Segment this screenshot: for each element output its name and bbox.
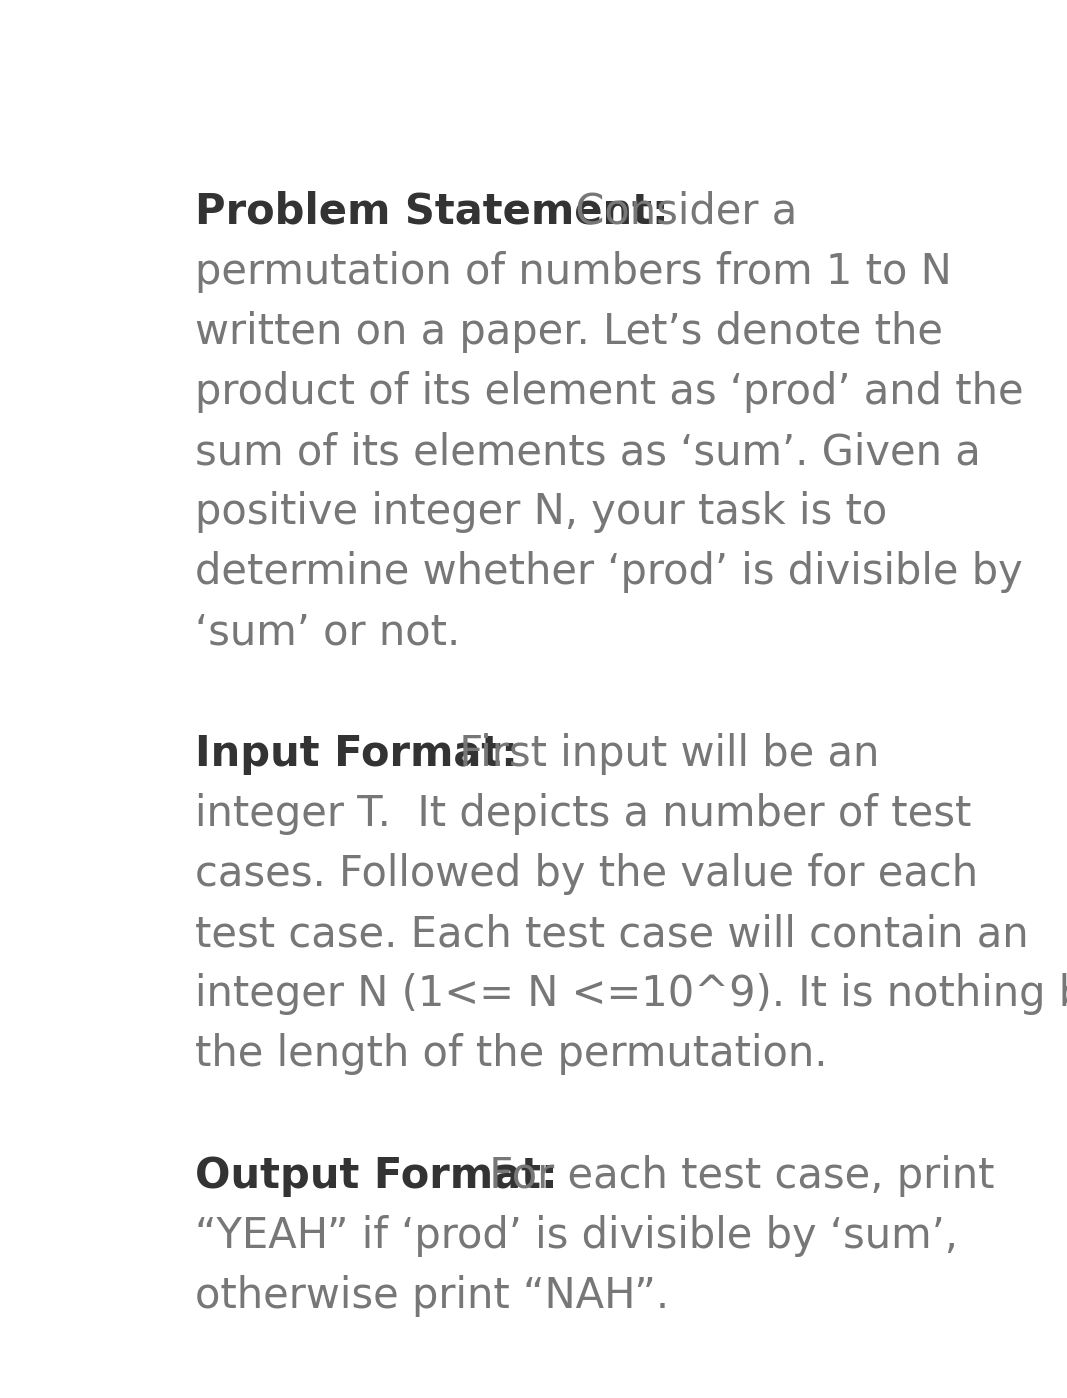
Text: test case. Each test case will contain an: test case. Each test case will contain a… (195, 913, 1029, 955)
Text: For each test case, print: For each test case, print (476, 1155, 994, 1197)
Text: cases. Followed by the value for each: cases. Followed by the value for each (195, 853, 978, 895)
Text: otherwise print “NAH”.: otherwise print “NAH”. (195, 1275, 669, 1317)
Text: positive integer N, your task is to: positive integer N, your task is to (195, 491, 888, 533)
Text: written on a paper. Let’s denote the: written on a paper. Let’s denote the (195, 310, 943, 352)
Text: sum of its elements as ‘sum’. Given a: sum of its elements as ‘sum’. Given a (195, 431, 982, 473)
Text: determine whether ‘prod’ is divisible by: determine whether ‘prod’ is divisible by (195, 551, 1023, 593)
Text: ‘sum’ or not.: ‘sum’ or not. (195, 611, 461, 653)
Text: permutation of numbers from 1 to N: permutation of numbers from 1 to N (195, 250, 952, 294)
Text: the length of the permutation.: the length of the permutation. (195, 1033, 828, 1075)
Text: Problem Statement:: Problem Statement: (195, 192, 669, 233)
Text: First input will be an: First input will be an (446, 733, 879, 774)
Text: integer T.  It depicts a number of test: integer T. It depicts a number of test (195, 793, 972, 835)
Text: Output Format:: Output Format: (195, 1155, 558, 1197)
Text: product of its element as ‘prod’ and the: product of its element as ‘prod’ and the (195, 370, 1024, 412)
Text: Consider a: Consider a (562, 192, 798, 233)
Text: Input Format:: Input Format: (195, 733, 519, 774)
Text: integer N (1<= N <=10^9). It is nothing but: integer N (1<= N <=10^9). It is nothing … (195, 973, 1067, 1015)
Text: “YEAH” if ‘prod’ is divisible by ‘sum’,: “YEAH” if ‘prod’ is divisible by ‘sum’, (195, 1215, 958, 1257)
